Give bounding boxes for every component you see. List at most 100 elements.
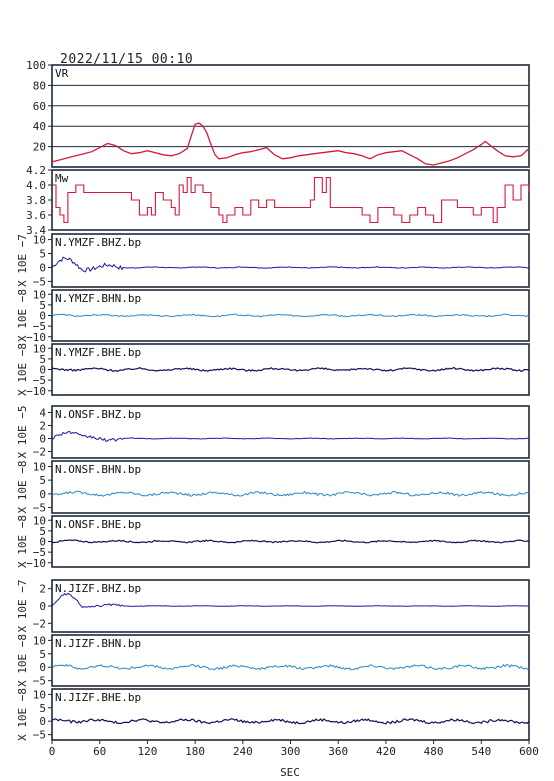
- x-axis: 0 60 120 180 240 300 360 420 480 540 600: [49, 740, 539, 758]
- xtick-label: 0: [49, 745, 56, 758]
- trace-scale-label: X 10E −5: [16, 406, 29, 459]
- trace-waveform: [51, 430, 529, 443]
- trace-scale-label: X 10E −8: [16, 461, 29, 514]
- trace-label: N.JIZF.BHZ.bp: [55, 582, 141, 595]
- mw-series-line: [52, 176, 530, 224]
- trace-ytick-label: 10: [33, 234, 46, 247]
- trace-ytick-label: 2: [39, 583, 46, 596]
- trace-ytick-label: 0: [39, 715, 46, 728]
- x-axis-title: SEC: [280, 766, 300, 779]
- xtick-label: 60: [93, 745, 106, 758]
- vr-ytick-label: 20: [33, 141, 46, 154]
- xtick-label: 600: [519, 745, 539, 758]
- trace-ytick-label: 5: [39, 702, 46, 715]
- trace-ytick-label: 0: [39, 536, 46, 549]
- vr-ytick-label: 60: [33, 100, 46, 113]
- trace-ytick-label: 5: [39, 299, 46, 312]
- trace-label: N.ONSF.BHE.bp: [55, 518, 141, 531]
- trace-label: N.ONSF.BHN.bp: [55, 463, 141, 476]
- trace-waveform: [51, 718, 530, 725]
- trace-panel: 2 0 −2 N.JIZF.BHZ.bp X 10E −7: [16, 579, 530, 633]
- xtick-label: 480: [424, 745, 444, 758]
- mw-ytick-label: 4.2: [26, 164, 46, 177]
- mw-ytick-label: 3.4: [26, 224, 46, 237]
- trace-frame: [51, 233, 530, 288]
- trace-scale-label: X 10E −8: [16, 289, 29, 342]
- vr-panel: 100 80 60 40 20 VR: [26, 59, 530, 168]
- trace-ytick-label: 4: [39, 407, 46, 420]
- trace-ytick-label: 0: [39, 261, 46, 274]
- vr-label: VR: [55, 67, 69, 80]
- mw-ytick-label: 4.0: [26, 179, 46, 192]
- trace-ytick-label: −5: [33, 729, 46, 742]
- trace-panel: 420−2 N.ONSF.BHZ.bp X 10E −5: [16, 405, 530, 459]
- trace-ytick-label: 10: [33, 688, 46, 701]
- trace-ytick-label: 10: [33, 288, 46, 301]
- vr-frame: [51, 64, 530, 168]
- trace-ytick-label: −5: [33, 320, 46, 333]
- trace-label: N.JIZF.BHE.bp: [55, 691, 141, 704]
- trace-label: N.YMZF.BHN.bp: [55, 292, 141, 305]
- xtick-label: 120: [137, 745, 157, 758]
- trace-ytick-label: −10: [26, 557, 46, 570]
- trace-ytick-label: 0: [39, 488, 46, 501]
- trace-scale-label: X 10E −8: [16, 634, 29, 687]
- trace-ytick-label: −10: [26, 385, 46, 398]
- trace-ytick-label: −10: [26, 331, 46, 344]
- trace-ytick-label: −5: [33, 275, 46, 288]
- trace-ytick-label: −5: [33, 675, 46, 688]
- trace-frame: [51, 405, 530, 459]
- trace-label: N.JIZF.BHN.bp: [55, 637, 141, 650]
- mw-ytick-label: 3.8: [26, 194, 46, 207]
- trace-scale-label: X 10E −8: [16, 343, 29, 396]
- xtick-label: 240: [233, 745, 253, 758]
- trace-ytick-label: −2: [33, 446, 46, 459]
- vr-ytick-label: 80: [33, 79, 46, 92]
- origin-timestamp: 2022/11/15 00:10: [60, 52, 193, 67]
- trace-label: N.YMZF.BHE.bp: [55, 346, 141, 359]
- xtick-label: 420: [376, 745, 396, 758]
- trace-scale-label: X 10E −8: [16, 515, 29, 568]
- panel-stack: 10080604020VR4.24.03.83.63.4Mw1050−5N.YM…: [16, 59, 530, 742]
- vr-series-line: [51, 122, 530, 166]
- vr-ytick-label: 40: [33, 120, 46, 133]
- trace-waveform: [51, 592, 529, 609]
- trace-scale-label: X 10E −7: [16, 580, 29, 633]
- xtick-label: 300: [281, 745, 301, 758]
- mw-panel: 4.2 4.0 3.8 3.6 3.4 Mw: [26, 164, 530, 237]
- trace-label: N.YMZF.BHZ.bp: [55, 236, 141, 249]
- trace-waveform: [51, 539, 530, 544]
- trace-ytick-label: 0: [39, 364, 46, 377]
- trace-scale-label: X 10E −8: [16, 688, 29, 741]
- trace-ytick-label: −2: [33, 617, 46, 630]
- trace-ytick-label: 0: [39, 310, 46, 323]
- trace-scale-label: X 10E −7: [16, 234, 29, 287]
- trace-ytick-label: −5: [33, 502, 46, 515]
- trace-ytick-label: 0: [39, 433, 46, 446]
- trace-ytick-label: 10: [33, 460, 46, 473]
- trace-label: N.ONSF.BHZ.bp: [55, 408, 141, 421]
- trace-ytick-label: −5: [33, 546, 46, 559]
- trace-ytick-label: −5: [33, 374, 46, 387]
- trace-frame: [51, 634, 530, 687]
- trace-ytick-label: 5: [39, 648, 46, 661]
- trace-waveform: [51, 367, 530, 373]
- trace-waveform: [51, 663, 530, 671]
- trace-ytick-label: 10: [33, 634, 46, 647]
- vr-ytick-label: 100: [26, 59, 46, 72]
- trace-waveform: [51, 256, 530, 273]
- trace-ytick-label: 2: [39, 420, 46, 433]
- xtick-label: 540: [471, 745, 491, 758]
- xtick-label: 180: [185, 745, 205, 758]
- xtick-label: 360: [328, 745, 348, 758]
- trace-ytick-label: 5: [39, 525, 46, 538]
- trace-frame: [51, 460, 530, 514]
- mw-label: Mw: [55, 172, 69, 185]
- trace-ytick-label: 5: [39, 474, 46, 487]
